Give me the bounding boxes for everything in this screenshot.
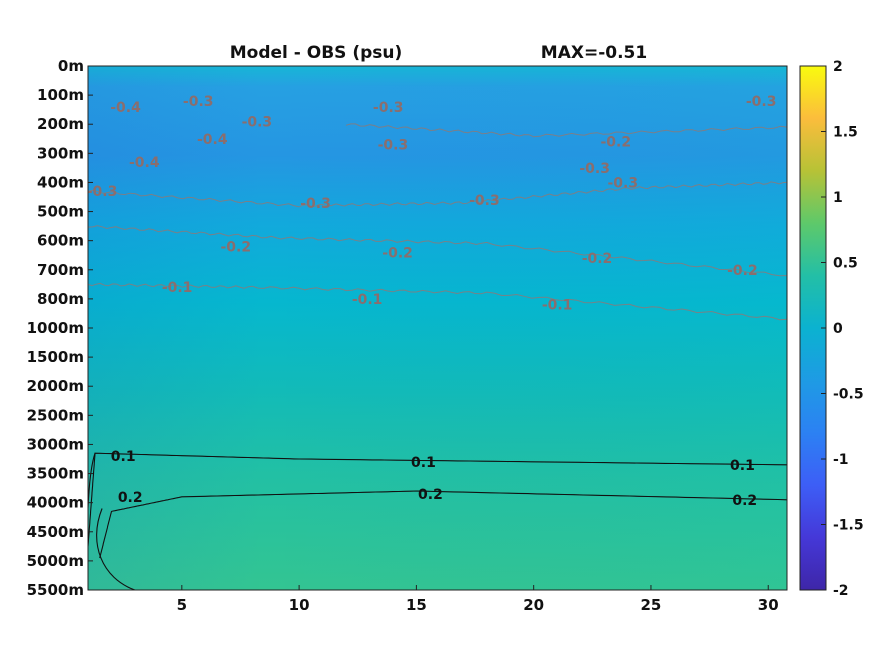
contour-label: -0.2 bbox=[382, 245, 413, 261]
y-tick-label: 3000m bbox=[27, 435, 84, 453]
contour-label: 0.2 bbox=[118, 490, 143, 506]
y-tick-label: 4500m bbox=[27, 523, 84, 541]
colorbar: 2 1.5 1 0.5 0 -0.5 -1 -1.5 -2 bbox=[799, 59, 864, 599]
positive-contour-line bbox=[99, 490, 787, 559]
y-tick-label: 3500m bbox=[27, 465, 84, 483]
x-tick-label: 15 bbox=[406, 596, 427, 614]
y-axis: 0m 100m 200m 300m 400m 500m 600m 700m 800m 1000m 1… bbox=[27, 57, 93, 599]
contour-label: -0.3 bbox=[579, 161, 610, 177]
contour-label: -0.1 bbox=[352, 292, 383, 308]
y-tick-label: 700m bbox=[37, 261, 84, 279]
negative-contour-line bbox=[88, 282, 787, 321]
colorbar-tick-label: -2 bbox=[833, 583, 849, 599]
colorbar-tick-label: -1.5 bbox=[833, 518, 864, 534]
contour-label: -0.3 bbox=[373, 100, 404, 116]
contour-label: 0.1 bbox=[111, 449, 136, 465]
negative-contour-line bbox=[88, 181, 787, 208]
y-tick-label: 4000m bbox=[27, 494, 84, 512]
contour-label: -0.3 bbox=[242, 114, 273, 130]
colorbar-tick-label: 1 bbox=[833, 190, 843, 206]
positive-contour-line bbox=[96, 508, 136, 590]
negative-contour-line bbox=[88, 225, 787, 277]
x-tick-label: 5 bbox=[177, 596, 187, 614]
x-tick-label: 30 bbox=[758, 596, 779, 614]
contour-label: -0.3 bbox=[469, 193, 500, 209]
x-axis: 5 10 15 20 25 30 bbox=[177, 585, 779, 614]
contour-label: -0.1 bbox=[542, 298, 573, 314]
positive-contour-line bbox=[88, 452, 787, 547]
contour-label: -0.3 bbox=[607, 175, 638, 191]
contour-label: -0.3 bbox=[87, 184, 118, 200]
contour-label: -0.4 bbox=[110, 100, 141, 116]
contour-lines bbox=[88, 123, 787, 590]
contour-label: -0.3 bbox=[183, 94, 214, 110]
contour-label: -0.2 bbox=[582, 251, 613, 267]
y-tick-label: 5500m bbox=[27, 581, 84, 599]
contour-label: 0.2 bbox=[732, 493, 757, 509]
chart-subtitle: MAX=-0.51 bbox=[541, 43, 647, 63]
contour-label: -0.1 bbox=[162, 280, 193, 296]
colorbar-tick-label: -0.5 bbox=[833, 387, 864, 403]
y-tick-label: 100m bbox=[37, 86, 84, 104]
field-shade bbox=[88, 66, 787, 590]
chart-title: Model - OBS (psu) bbox=[230, 43, 403, 63]
colorbar-tick-label: 0 bbox=[833, 321, 843, 337]
contour-label: -0.4 bbox=[197, 132, 228, 148]
y-tick-label: 2000m bbox=[27, 377, 84, 395]
contour-label: -0.3 bbox=[300, 196, 331, 212]
y-tick-label: 800m bbox=[37, 290, 84, 308]
negative-contour-line bbox=[345, 123, 787, 138]
colorbar-tick-label: -1 bbox=[833, 452, 849, 468]
contour-label: -0.3 bbox=[378, 138, 409, 154]
colorbar-tick-label: 2 bbox=[833, 59, 843, 75]
y-tick-label: 2500m bbox=[27, 406, 84, 424]
contour-label: 0.2 bbox=[418, 487, 443, 503]
contour-label: -0.2 bbox=[727, 263, 758, 279]
contour-label: -0.2 bbox=[600, 135, 631, 151]
y-tick-label: 200m bbox=[37, 115, 84, 133]
colorbar-ticks: 2 1.5 1 0.5 0 -0.5 -1 -1.5 -2 bbox=[821, 59, 864, 599]
y-tick-label: 600m bbox=[37, 232, 84, 250]
colorbar-tick-label: 1.5 bbox=[833, 125, 858, 141]
y-tick-label: 500m bbox=[37, 203, 84, 221]
contour-label: -0.2 bbox=[220, 239, 251, 255]
colorbar-tick-label: 0.5 bbox=[833, 256, 858, 272]
contour-labels: -0.1-0.1 -0.1-0.2 -0.2 -0.2-0.2-0.2-0.3 -0.3… bbox=[87, 94, 777, 509]
x-tick-label: 25 bbox=[641, 596, 662, 614]
y-tick-label: 1000m bbox=[27, 319, 84, 337]
y-tick-label: 300m bbox=[37, 144, 84, 162]
contour-label: 0.1 bbox=[411, 455, 436, 471]
contour-label: 0.1 bbox=[730, 458, 755, 474]
heatmap-field bbox=[88, 66, 787, 590]
y-tick-label: 5000m bbox=[27, 552, 84, 570]
contour-label: -0.3 bbox=[746, 94, 777, 110]
y-tick-label: 0m bbox=[58, 57, 84, 75]
x-tick-label: 20 bbox=[523, 596, 544, 614]
contour-label: -0.4 bbox=[129, 155, 160, 171]
y-tick-label: 400m bbox=[37, 173, 84, 191]
x-tick-label: 10 bbox=[289, 596, 310, 614]
y-tick-label: 1500m bbox=[27, 348, 84, 366]
